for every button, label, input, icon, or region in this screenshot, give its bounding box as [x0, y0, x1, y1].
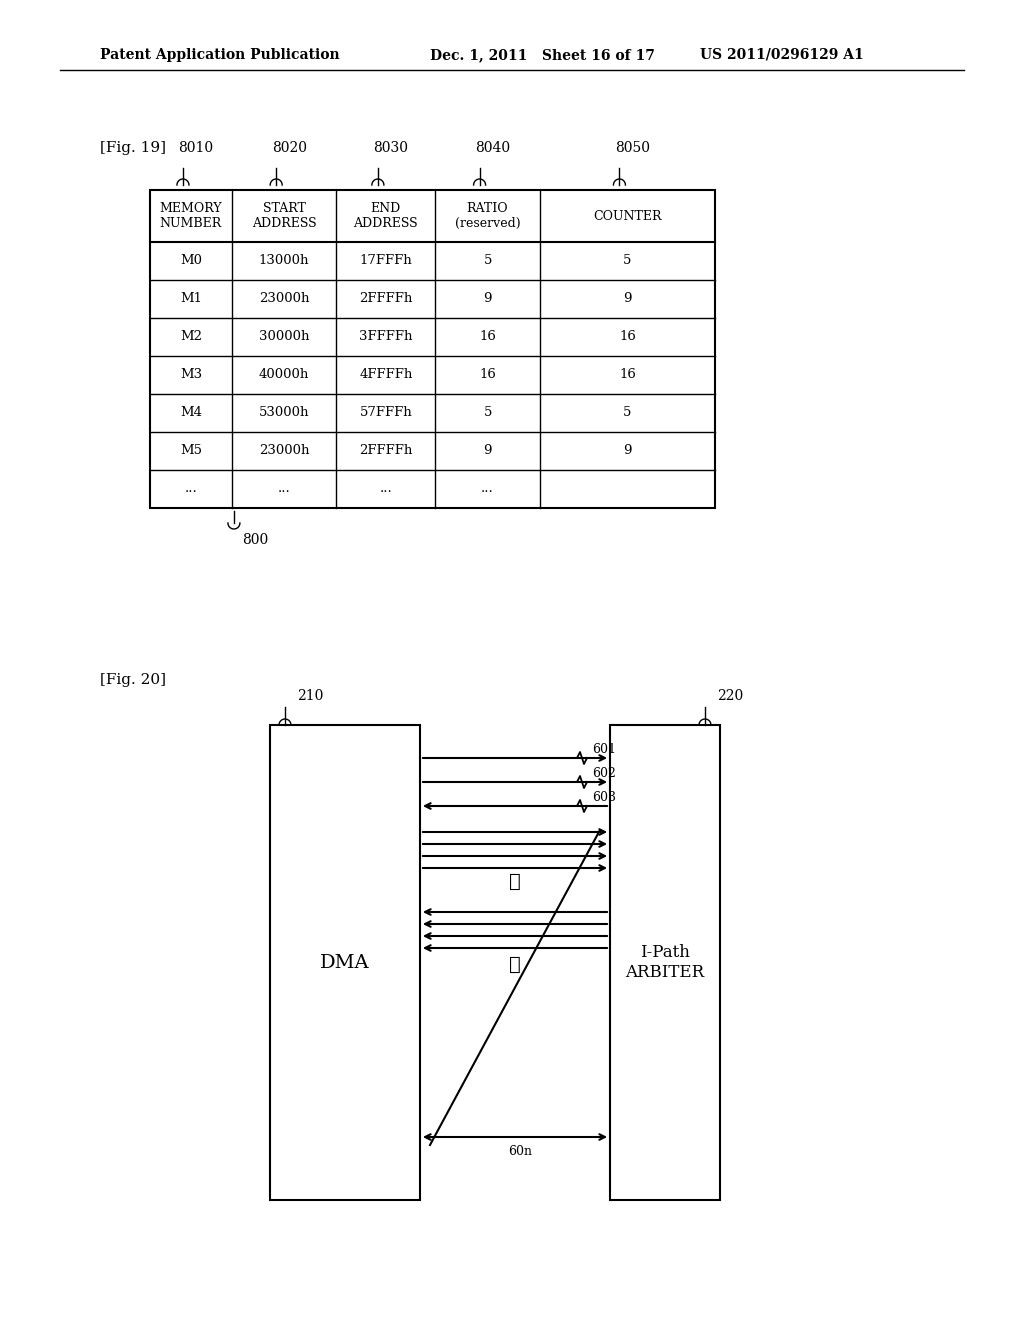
Text: 5: 5 [624, 255, 632, 268]
Text: 3FFFFh: 3FFFFh [359, 330, 413, 343]
Text: M1: M1 [180, 293, 202, 305]
Text: END
ADDRESS: END ADDRESS [353, 202, 418, 230]
Text: 8030: 8030 [374, 141, 409, 154]
Text: 23000h: 23000h [259, 293, 309, 305]
Text: 60n: 60n [508, 1144, 532, 1158]
Text: MEMORY
NUMBER: MEMORY NUMBER [160, 202, 222, 230]
Text: M3: M3 [180, 368, 202, 381]
Text: 30000h: 30000h [259, 330, 309, 343]
Text: ...: ... [481, 483, 494, 495]
Text: US 2011/0296129 A1: US 2011/0296129 A1 [700, 48, 864, 62]
Text: 220: 220 [717, 689, 743, 704]
Text: M2: M2 [180, 330, 202, 343]
Text: 40000h: 40000h [259, 368, 309, 381]
Text: M5: M5 [180, 445, 202, 458]
Bar [610, 725, 720, 1200]
Text: 601: 601 [592, 743, 616, 756]
Text: 2FFFFh: 2FFFFh [359, 445, 413, 458]
Text: 16: 16 [618, 368, 636, 381]
Text: [Fig. 19]: [Fig. 19] [100, 141, 166, 154]
Text: DMA: DMA [321, 953, 370, 972]
Text: 5: 5 [483, 407, 492, 420]
Text: Dec. 1, 2011   Sheet 16 of 17: Dec. 1, 2011 Sheet 16 of 17 [430, 48, 655, 62]
Text: ...: ... [278, 483, 291, 495]
Text: 57FFFh: 57FFFh [359, 407, 413, 420]
Text: 13000h: 13000h [259, 255, 309, 268]
Text: ⋮: ⋮ [509, 956, 521, 974]
Text: 602: 602 [592, 767, 615, 780]
Text: 9: 9 [483, 445, 492, 458]
Text: 8010: 8010 [178, 141, 214, 154]
Text: M0: M0 [180, 255, 202, 268]
Text: 53000h: 53000h [259, 407, 309, 420]
Text: 23000h: 23000h [259, 445, 309, 458]
Text: 2FFFFh: 2FFFFh [359, 293, 413, 305]
Text: 16: 16 [479, 368, 496, 381]
Text: 9: 9 [624, 445, 632, 458]
Text: 16: 16 [479, 330, 496, 343]
Text: 9: 9 [624, 293, 632, 305]
Text: 8050: 8050 [615, 141, 650, 154]
Text: ⋮: ⋮ [509, 873, 521, 891]
Text: M4: M4 [180, 407, 202, 420]
Text: 17FFFh: 17FFFh [359, 255, 413, 268]
Text: Patent Application Publication: Patent Application Publication [100, 48, 340, 62]
Bar [150, 190, 715, 508]
Text: 8040: 8040 [475, 141, 510, 154]
Text: RATIO
(reserved): RATIO (reserved) [455, 202, 520, 230]
Text: ...: ... [184, 483, 198, 495]
Text: 8020: 8020 [271, 141, 306, 154]
Text: [Fig. 20]: [Fig. 20] [100, 673, 166, 686]
Text: ...: ... [380, 483, 392, 495]
Bar [270, 725, 420, 1200]
Text: START
ADDRESS: START ADDRESS [252, 202, 316, 230]
Text: 800: 800 [242, 533, 268, 546]
Text: 9: 9 [483, 293, 492, 305]
Text: 5: 5 [624, 407, 632, 420]
Text: 210: 210 [297, 689, 324, 704]
Text: 4FFFFh: 4FFFFh [359, 368, 413, 381]
Text: 603: 603 [592, 791, 616, 804]
Text: 16: 16 [618, 330, 636, 343]
Text: COUNTER: COUNTER [593, 210, 662, 223]
Text: 5: 5 [483, 255, 492, 268]
Text: I-Path
ARBITER: I-Path ARBITER [626, 944, 705, 981]
